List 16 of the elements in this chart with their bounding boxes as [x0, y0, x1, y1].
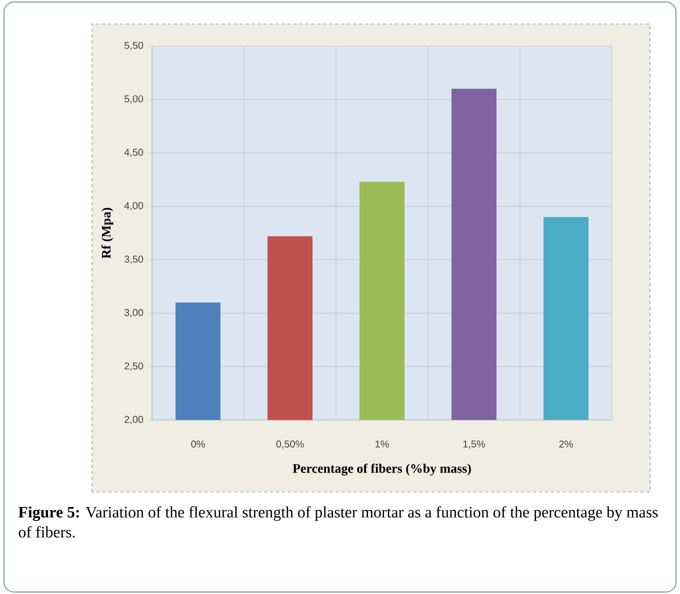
x-tick-label: 0%	[191, 440, 205, 448]
y-tick-label: 4,00	[124, 202, 144, 210]
y-tick-label: 5,50	[124, 42, 144, 50]
x-tick-label: 2%	[559, 440, 573, 448]
y-tick-label: 3,50	[124, 256, 144, 264]
x-tick-label: 0,50%	[276, 440, 304, 449]
y-tick-label: 2,00	[124, 416, 144, 424]
text: Figure 5: Variation of the flexural strength of plaster mortar as a function of the percentage by mass of fibers.	[18, 506, 658, 538]
x-tick-label: 1%	[376, 440, 389, 448]
y-tick-label: 4,50	[124, 148, 144, 157]
y-tick-label: 2,50	[124, 362, 144, 371]
x-axis-title: Percentage of fibers (%by mass)	[292, 464, 471, 476]
y-tick-label: 3,00	[124, 309, 144, 318]
x-tick-label: 1,5%	[463, 440, 486, 449]
y-tick-label: 5,00	[124, 95, 144, 104]
y-axis-title: Rf (Mpa)	[101, 208, 114, 258]
